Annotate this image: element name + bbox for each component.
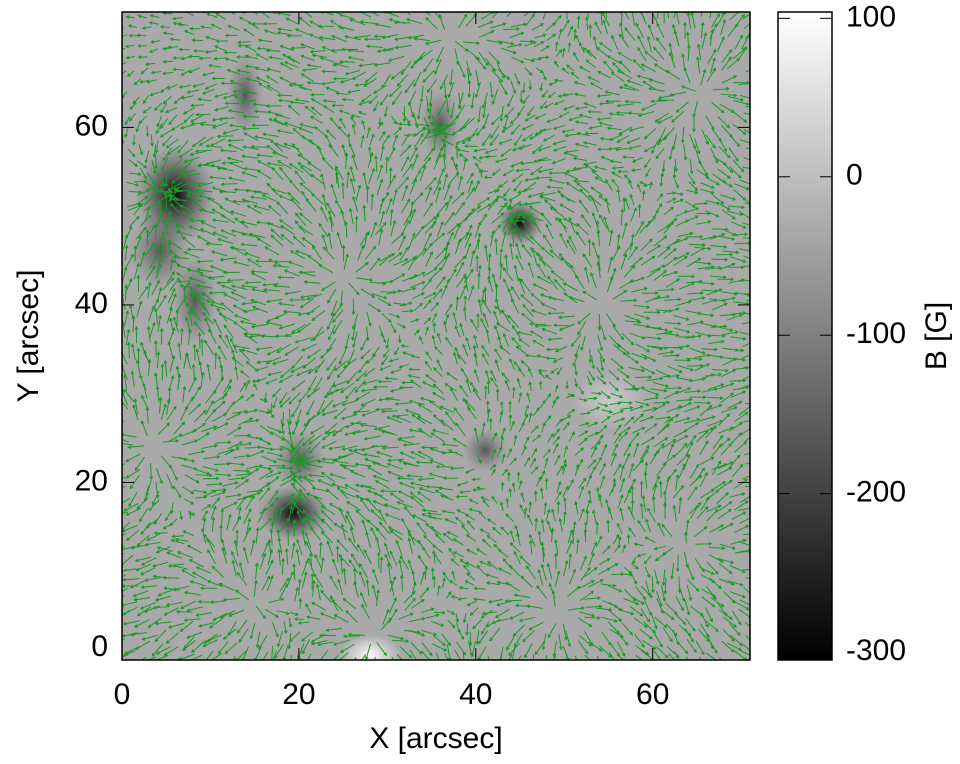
x-tick-label: 0 <box>114 678 131 711</box>
y-tick-label: 20 <box>75 464 108 497</box>
magnetogram <box>122 12 750 660</box>
y-tick-label: 60 <box>75 109 108 142</box>
y-tick-label: 0 <box>91 630 108 663</box>
colorbar-title: B [G] <box>920 302 953 370</box>
x-axis-title: X [arcsec] <box>369 722 502 755</box>
colorbar-tick-label: -100 <box>846 317 906 350</box>
plot-frame <box>121 11 751 661</box>
colorbar-tick-label: -300 <box>846 634 906 667</box>
y-axis-title: Y [arcsec] <box>12 270 45 403</box>
y-tick-label: 40 <box>75 287 108 320</box>
colorbar-tick-label: -200 <box>846 476 906 509</box>
colorbar-tick-label: 100 <box>846 0 896 33</box>
colorbar-tick-label: 0 <box>846 159 863 192</box>
velocity-arrows <box>122 12 750 660</box>
x-tick-label: 20 <box>282 678 315 711</box>
x-tick-label: 60 <box>636 678 669 711</box>
colorbar <box>777 11 833 661</box>
x-tick-label: 40 <box>459 678 492 711</box>
